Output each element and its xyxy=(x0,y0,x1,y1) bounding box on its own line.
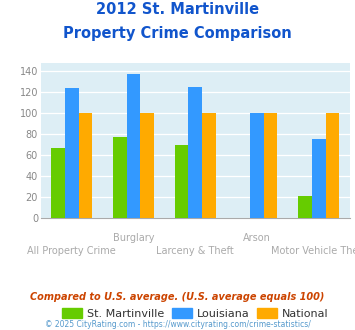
Text: © 2025 CityRating.com - https://www.cityrating.com/crime-statistics/: © 2025 CityRating.com - https://www.city… xyxy=(45,320,310,329)
Text: All Property Crime: All Property Crime xyxy=(27,246,116,256)
Bar xyxy=(250,113,264,218)
Bar xyxy=(264,113,277,218)
Legend: St. Martinville, Louisiana, National: St. Martinville, Louisiana, National xyxy=(58,304,332,324)
Text: Compared to U.S. average. (U.S. average equals 100): Compared to U.S. average. (U.S. average … xyxy=(30,292,325,302)
Bar xyxy=(113,137,127,218)
Text: Burglary: Burglary xyxy=(113,233,154,243)
Bar xyxy=(299,196,312,218)
Text: 2012 St. Martinville: 2012 St. Martinville xyxy=(96,2,259,16)
Bar xyxy=(326,113,339,218)
Bar xyxy=(51,148,65,218)
Bar xyxy=(189,87,202,218)
Bar xyxy=(65,88,78,218)
Bar xyxy=(78,113,92,218)
Text: Larceny & Theft: Larceny & Theft xyxy=(156,246,234,256)
Text: Motor Vehicle Theft: Motor Vehicle Theft xyxy=(272,246,355,256)
Bar xyxy=(140,113,154,218)
Text: Property Crime Comparison: Property Crime Comparison xyxy=(63,26,292,41)
Bar xyxy=(127,74,140,218)
Text: Arson: Arson xyxy=(243,233,271,243)
Bar xyxy=(175,146,189,218)
Bar xyxy=(202,113,215,218)
Bar xyxy=(312,139,326,218)
